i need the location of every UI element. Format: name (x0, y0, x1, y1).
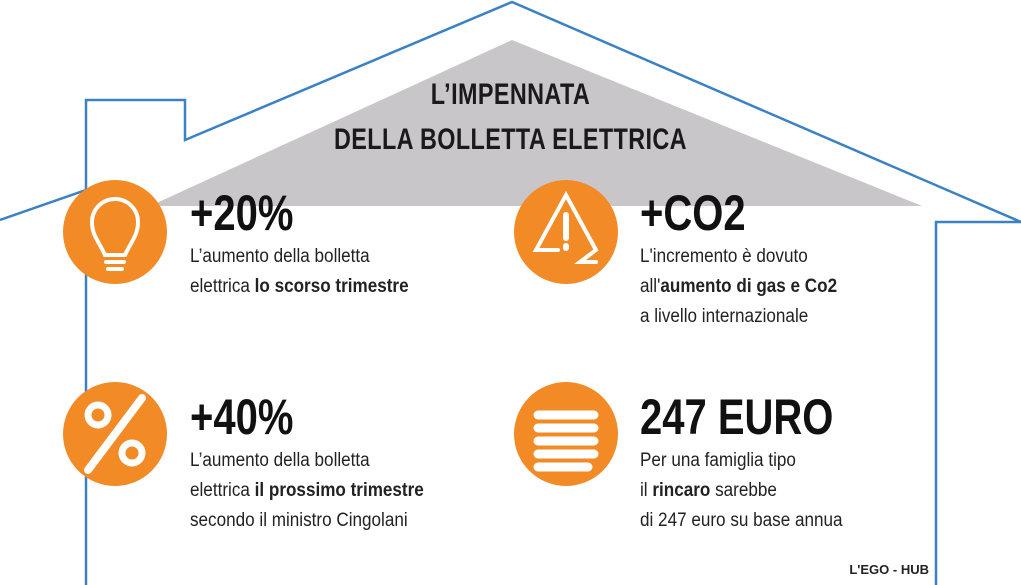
bold-text: lo scorso trimestre (254, 276, 409, 297)
text: Per una famiglia tipo (640, 450, 796, 471)
headline: 247 EURO (640, 389, 834, 445)
description: Per una famiglia tipo il rincaro sarebbe d… (640, 446, 843, 536)
percent-dot (118, 439, 146, 467)
text: L’aumento della bolletta (190, 246, 370, 267)
description-line: secondo il ministro Cingolani (190, 506, 424, 536)
text: L’aumento della bolletta (190, 450, 370, 471)
percent-icon (84, 394, 146, 474)
text: il (640, 480, 653, 501)
text: secondo il ministro Cingolani (190, 510, 408, 531)
warning-icon (532, 190, 599, 264)
title-line: L’IMPENNATA (430, 78, 591, 111)
description: L'incremento è dovuto all'aumento di gas … (640, 242, 837, 332)
text: L'incremento è dovuto (640, 246, 808, 267)
bold-text: aumento di gas e Co2 (660, 276, 838, 297)
credit: L'EGO - HUB (849, 562, 929, 577)
text: all' (640, 276, 661, 297)
icon-circle (63, 180, 167, 284)
text: sarebbe (710, 480, 777, 501)
text: elettrica (190, 276, 255, 297)
bold-text: rincaro (652, 480, 711, 501)
bold-text: il prossimo trimestre (254, 480, 424, 501)
bulb-base (104, 260, 126, 271)
text: di 247 euro su base annua (640, 510, 843, 531)
description-line: il rincaro sarebbe (640, 476, 843, 506)
description-line: di 247 euro su base annua (640, 506, 843, 536)
percent-dot (84, 401, 112, 429)
description-line: Per una famiglia tipo (640, 446, 843, 476)
description-line: L’aumento della bolletta (190, 446, 424, 476)
description: L’aumento della bolletta elettrica il pro… (190, 446, 424, 536)
icons (84, 190, 599, 474)
roof-fill (150, 40, 922, 206)
description-line: a livello internazionale (640, 302, 837, 332)
icon-circle (514, 382, 618, 486)
bulb-icon (89, 197, 141, 257)
title-line: DELLA BOLLETTA ELETTRICA (334, 123, 687, 156)
coins-icon (533, 410, 599, 472)
headline: +20% (190, 185, 294, 241)
text: elettrica (190, 480, 255, 501)
description: L’aumento della bolletta elettrica lo sco… (190, 242, 409, 302)
description-line: elettrica lo scorso trimestre (190, 272, 409, 302)
text: a livello internazionale (640, 306, 809, 327)
headline: +CO2 (640, 185, 746, 241)
description-line: L'incremento è dovuto (640, 242, 837, 272)
headline: +40% (190, 389, 294, 445)
description-line: all'aumento di gas e Co2 (640, 272, 837, 302)
description-line: elettrica il prossimo trimestre (190, 476, 424, 506)
description-line: L’aumento della bolletta (190, 242, 409, 272)
